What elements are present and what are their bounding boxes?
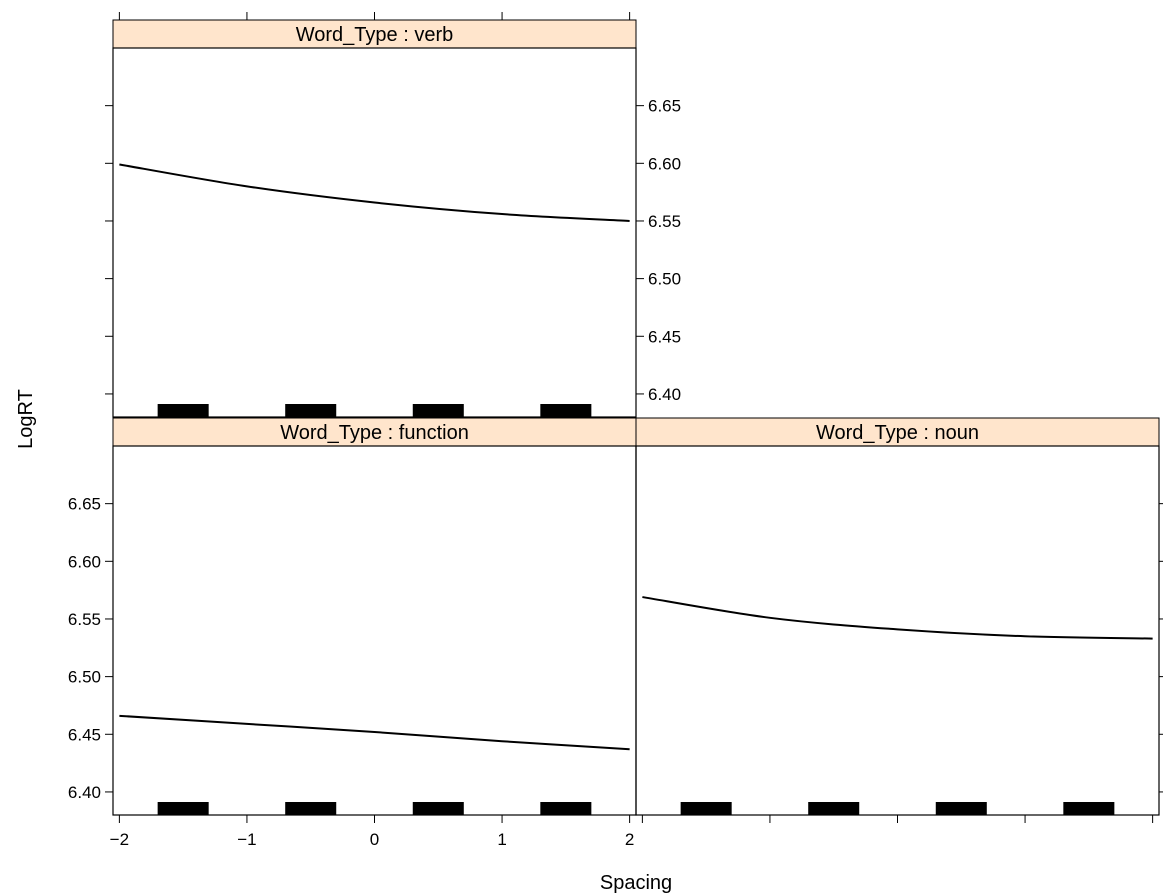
x-tick-label: −2 (110, 830, 129, 849)
panel-frame (112, 445, 637, 816)
y-tick-label: 6.45 (68, 725, 101, 744)
panels-group: Word_Type : verb 6.40 6.45 6.50 6.55 6.60 6.65… (68, 12, 1163, 849)
x-tick-label: 2 (625, 830, 634, 849)
rug-mark (412, 802, 464, 815)
series-line (119, 163, 630, 222)
strip-label: Word_Type : function (280, 422, 469, 444)
panel: Word_Type : function −2 −1 0 1 2 6.40 6.45 6.50 6… (68, 417, 637, 849)
strip-background (112, 19, 637, 49)
series-line (642, 596, 1153, 640)
y-tick-label: 6.60 (648, 154, 681, 173)
y-tick-label: 6.45 (648, 327, 681, 346)
y-tick-label: 6.60 (68, 552, 101, 571)
y-tick-label: 6.50 (648, 270, 681, 289)
y-tick-label: 6.65 (648, 97, 681, 116)
panel-frame (112, 47, 637, 418)
rug-mark (540, 802, 592, 815)
rug-mark (540, 404, 592, 417)
y-tick-label: 6.50 (68, 668, 101, 687)
rug-mark (157, 404, 209, 417)
rug-mark (680, 802, 732, 815)
rug-mark (935, 802, 987, 815)
y-tick-label: 6.65 (68, 495, 101, 514)
y-tick-label: 6.55 (68, 610, 101, 629)
rug-mark (285, 802, 337, 815)
rug-mark (808, 802, 860, 815)
y-tick-label: 6.40 (648, 385, 681, 404)
x-tick-label: 1 (497, 830, 506, 849)
x-tick-label: 0 (370, 830, 379, 849)
y-axis-label: LogRT (15, 389, 37, 449)
rug-mark (157, 802, 209, 815)
rug-mark (285, 404, 337, 417)
strip-label: Word_Type : noun (816, 422, 979, 444)
panel: Word_Type : noun (635, 417, 1163, 823)
rug-mark (412, 404, 464, 417)
y-tick-label: 6.40 (68, 783, 101, 802)
panel-frame (635, 445, 1160, 816)
strip-label: Word_Type : verb (296, 24, 453, 46)
rug-mark (1063, 802, 1115, 815)
x-tick-label: −1 (237, 830, 256, 849)
strip-background (112, 417, 637, 447)
x-axis-label: Spacing (600, 872, 672, 894)
panel: Word_Type : verb 6.40 6.45 6.50 6.55 6.60 6.65 (105, 12, 681, 418)
y-tick-label: 6.55 (648, 212, 681, 231)
series-line (119, 714, 630, 751)
